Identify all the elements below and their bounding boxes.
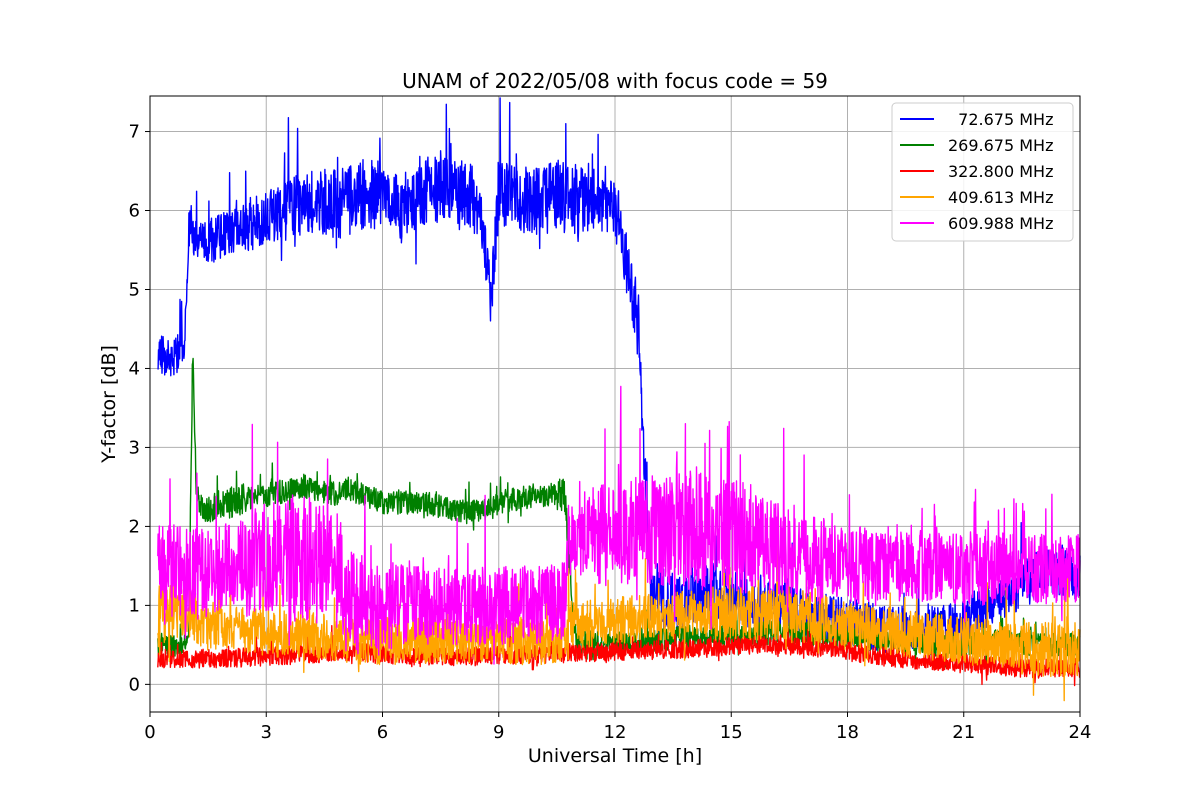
x-tick-label: 9 xyxy=(493,722,504,743)
series-line-3 xyxy=(157,538,1081,702)
x-axis: 0 3 6 9 12 15 18 21 24 xyxy=(144,712,1091,743)
series-line-2 xyxy=(157,622,1081,687)
x-tick-label: 24 xyxy=(1069,722,1092,743)
y-tick-label: 7 xyxy=(129,122,140,143)
series-line-0 xyxy=(157,97,1081,656)
x-tick-label: 0 xyxy=(144,722,155,743)
x-tick-label: 21 xyxy=(952,722,975,743)
x-tick-label: 12 xyxy=(604,722,627,743)
y-axis-title: Y-factor [dB] xyxy=(98,345,120,464)
x-tick-label: 6 xyxy=(377,722,388,743)
y-tick-label: 6 xyxy=(129,201,140,222)
y-axis: 0 1 2 3 4 5 6 7 xyxy=(129,122,150,695)
y-tick-label: 1 xyxy=(129,595,140,616)
legend: 72.675 MHz 269.675 MHz 322.800 MHz 409.613 … xyxy=(891,102,1074,242)
x-tick-label: 3 xyxy=(261,722,272,743)
chart-title: UNAM of 2022/05/08 with focus code = 59 xyxy=(402,69,828,93)
x-tick-label: 15 xyxy=(720,722,743,743)
y-tick-label: 5 xyxy=(129,279,140,300)
y-tick-label: 4 xyxy=(129,358,140,379)
legend-label: 269.675 MHz xyxy=(948,136,1053,155)
series-line-4 xyxy=(157,385,1081,665)
legend-label: 322.800 MHz xyxy=(948,162,1053,181)
legend-box xyxy=(891,102,1074,242)
y-tick-label: 3 xyxy=(129,437,140,458)
x-tick-label: 18 xyxy=(836,722,859,743)
y-tick-label: 0 xyxy=(129,674,140,695)
x-axis-title: Universal Time [h] xyxy=(528,745,702,767)
legend-label: 72.675 MHz xyxy=(948,110,1053,129)
legend-label: 609.988 MHz xyxy=(948,214,1053,233)
series-layer xyxy=(157,97,1081,702)
legend-label: 409.613 MHz xyxy=(948,188,1053,207)
y-tick-label: 2 xyxy=(129,516,140,537)
